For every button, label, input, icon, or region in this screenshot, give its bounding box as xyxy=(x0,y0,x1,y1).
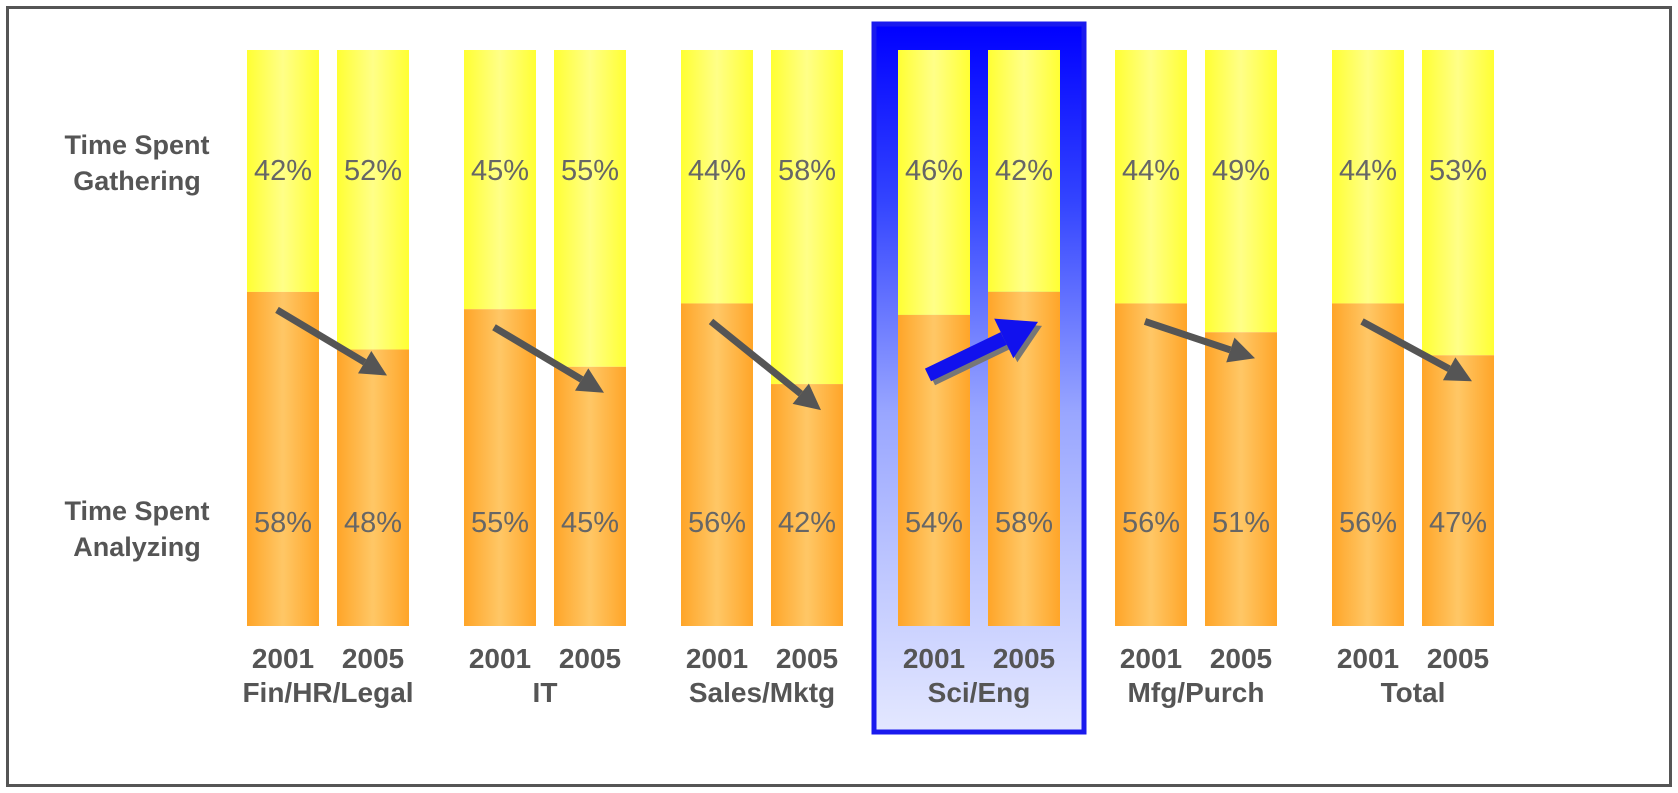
bar-gathering-sci-eng-2001 xyxy=(898,50,970,315)
bar-analyzing-it-2005 xyxy=(554,366,626,626)
row-label-gathering: Time Spent Gathering xyxy=(64,130,210,196)
bar-gathering-sales-mktg-2001 xyxy=(681,50,753,304)
tick-label-year-mfg-purch-2001: 2001 xyxy=(1120,643,1182,674)
data-label-analyzing-total-2001: 56% xyxy=(1339,507,1397,539)
data-label-gathering-sales-mktg-2001: 44% xyxy=(688,155,746,187)
tick-label-category-sales-mktg: Sales/Mktg xyxy=(689,677,835,708)
stacked-bar-chart: 42%58%200152%48%2005Fin/HR/Legal45%55%20… xyxy=(242,21,1494,735)
data-label-gathering-sales-mktg-2005: 58% xyxy=(778,155,836,187)
data-label-gathering-mfg-purch-2005: 49% xyxy=(1212,155,1270,187)
trend-arrow-it xyxy=(492,324,604,393)
bar-gathering-total-2001 xyxy=(1332,50,1404,304)
tick-label-year-fin-hr-legal-2005: 2005 xyxy=(342,643,404,674)
data-label-analyzing-it-2001: 55% xyxy=(471,507,529,539)
tick-label-category-mfg-purch: Mfg/Purch xyxy=(1128,677,1265,708)
tick-label-year-total-2001: 2001 xyxy=(1337,643,1399,674)
data-label-analyzing-sales-mktg-2001: 56% xyxy=(688,507,746,539)
tick-label-year-sales-mktg-2001: 2001 xyxy=(686,643,748,674)
data-label-gathering-total-2001: 44% xyxy=(1339,155,1397,187)
bar-gathering-mfg-purch-2005 xyxy=(1205,50,1277,333)
trend-arrow-mfg-purch xyxy=(1143,318,1255,363)
chart-frame: Time Spent Gathering Time Spent Analyzin… xyxy=(6,6,1672,787)
tick-label-year-total-2005: 2005 xyxy=(1427,643,1489,674)
tick-label-year-sci-eng-2005: 2005 xyxy=(993,643,1055,674)
data-label-gathering-it-2005: 55% xyxy=(561,155,619,187)
trend-arrow-total xyxy=(1360,318,1472,382)
data-label-analyzing-total-2005: 47% xyxy=(1429,507,1487,539)
trend-arrow-sales-mktg xyxy=(708,318,821,411)
data-label-analyzing-sales-mktg-2005: 42% xyxy=(778,507,836,539)
tick-label-year-it-2005: 2005 xyxy=(559,643,621,674)
data-label-analyzing-sci-eng-2005: 58% xyxy=(995,507,1053,539)
data-label-gathering-it-2001: 45% xyxy=(471,155,529,187)
bar-gathering-fin-hr-legal-2001 xyxy=(247,50,319,292)
bar-gathering-it-2001 xyxy=(464,50,536,310)
data-label-analyzing-fin-hr-legal-2005: 48% xyxy=(344,507,402,539)
tick-label-category-it: IT xyxy=(533,677,558,708)
tick-label-year-mfg-purch-2005: 2005 xyxy=(1210,643,1272,674)
bar-analyzing-sales-mktg-2005 xyxy=(771,384,843,626)
tick-label-year-sales-mktg-2005: 2005 xyxy=(776,643,838,674)
trend-arrow-sci-eng xyxy=(924,318,1042,386)
data-label-analyzing-sci-eng-2001: 54% xyxy=(905,507,963,539)
bar-analyzing-fin-hr-legal-2005 xyxy=(337,349,409,626)
data-label-gathering-total-2005: 53% xyxy=(1429,155,1487,187)
tick-label-category-fin-hr-legal: Fin/HR/Legal xyxy=(242,677,413,708)
data-label-gathering-mfg-purch-2001: 44% xyxy=(1122,155,1180,187)
data-label-gathering-sci-eng-2001: 46% xyxy=(905,155,963,187)
trend-arrow-fin-hr-legal xyxy=(275,306,387,376)
bar-gathering-sales-mktg-2005 xyxy=(771,50,843,385)
bar-analyzing-sales-mktg-2001 xyxy=(681,303,753,626)
bar-analyzing-mfg-purch-2005 xyxy=(1205,332,1277,626)
bar-gathering-it-2005 xyxy=(554,50,626,367)
tick-label-year-sci-eng-2001: 2001 xyxy=(903,643,965,674)
bar-analyzing-total-2001 xyxy=(1332,303,1404,626)
bar-analyzing-fin-hr-legal-2001 xyxy=(247,291,319,626)
tick-label-category-sci-eng: Sci/Eng xyxy=(928,677,1031,708)
data-label-analyzing-fin-hr-legal-2001: 58% xyxy=(254,507,312,539)
data-label-gathering-fin-hr-legal-2005: 52% xyxy=(344,155,402,187)
tick-label-category-total: Total xyxy=(1381,677,1446,708)
bar-gathering-mfg-purch-2001 xyxy=(1115,50,1187,304)
data-label-analyzing-it-2005: 45% xyxy=(561,507,619,539)
bar-gathering-sci-eng-2005 xyxy=(988,50,1060,292)
bar-analyzing-total-2005 xyxy=(1422,355,1494,626)
tick-label-year-it-2001: 2001 xyxy=(469,643,531,674)
data-label-gathering-sci-eng-2005: 42% xyxy=(995,155,1053,187)
data-label-analyzing-mfg-purch-2005: 51% xyxy=(1212,507,1270,539)
bar-gathering-fin-hr-legal-2005 xyxy=(337,50,409,350)
tick-label-year-fin-hr-legal-2001: 2001 xyxy=(252,643,314,674)
data-label-analyzing-mfg-purch-2001: 56% xyxy=(1122,507,1180,539)
bar-analyzing-mfg-purch-2001 xyxy=(1115,303,1187,626)
bar-gathering-total-2005 xyxy=(1422,50,1494,356)
data-label-gathering-fin-hr-legal-2001: 42% xyxy=(254,155,312,187)
row-label-analyzing: Time Spent Analyzing xyxy=(64,496,210,562)
bar-analyzing-it-2001 xyxy=(464,309,536,626)
